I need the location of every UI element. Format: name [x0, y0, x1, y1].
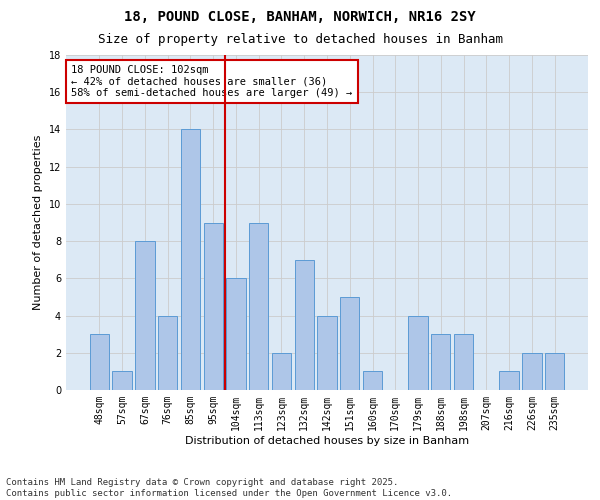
Bar	[431, 334, 451, 390]
Bar	[249, 222, 268, 390]
Bar	[522, 353, 542, 390]
Text: 18 POUND CLOSE: 102sqm
← 42% of detached houses are smaller (36)
58% of semi-det: 18 POUND CLOSE: 102sqm ← 42% of detached…	[71, 65, 352, 98]
Y-axis label: Number of detached properties: Number of detached properties	[33, 135, 43, 310]
Bar	[135, 241, 155, 390]
Bar	[90, 334, 109, 390]
Bar	[203, 222, 223, 390]
Bar	[226, 278, 245, 390]
Bar	[340, 297, 359, 390]
Bar	[363, 372, 382, 390]
Text: Contains HM Land Registry data © Crown copyright and database right 2025.
Contai: Contains HM Land Registry data © Crown c…	[6, 478, 452, 498]
Bar	[499, 372, 519, 390]
Bar	[272, 353, 291, 390]
Bar	[317, 316, 337, 390]
Bar	[545, 353, 564, 390]
Bar	[181, 130, 200, 390]
Bar	[454, 334, 473, 390]
Bar	[409, 316, 428, 390]
Text: 18, POUND CLOSE, BANHAM, NORWICH, NR16 2SY: 18, POUND CLOSE, BANHAM, NORWICH, NR16 2…	[124, 10, 476, 24]
Bar	[158, 316, 178, 390]
Text: Size of property relative to detached houses in Banham: Size of property relative to detached ho…	[97, 32, 503, 46]
X-axis label: Distribution of detached houses by size in Banham: Distribution of detached houses by size …	[185, 436, 469, 446]
Bar	[112, 372, 132, 390]
Bar	[295, 260, 314, 390]
